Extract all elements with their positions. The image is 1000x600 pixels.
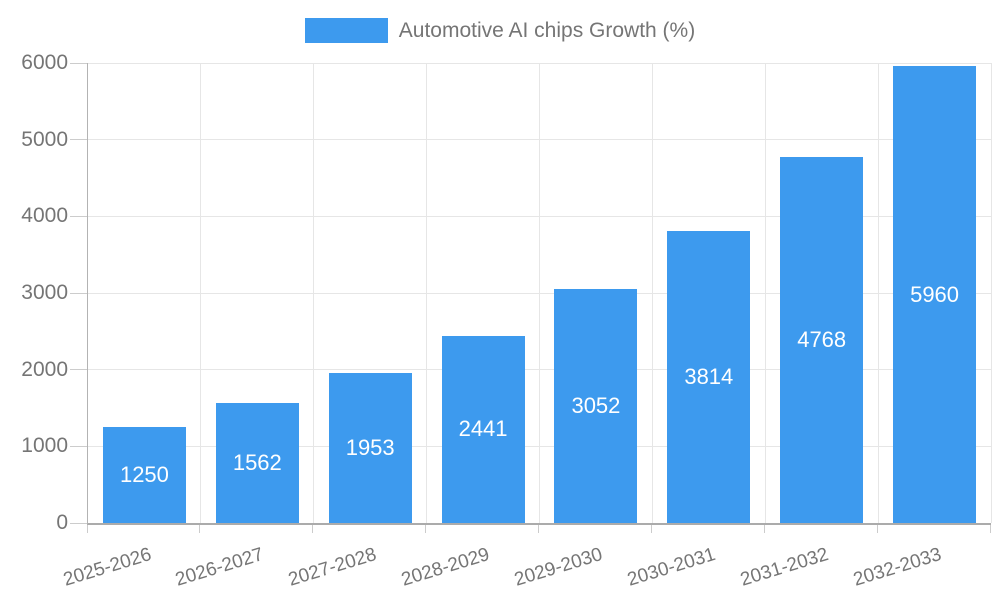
y-axis-label: 1000 — [21, 434, 68, 458]
bar-value-label: 4768 — [797, 327, 847, 353]
y-axis-label: 6000 — [21, 51, 68, 74]
bar-value-label: 2441 — [458, 416, 508, 442]
bar: 4768 — [780, 157, 864, 523]
x-axis-tick — [199, 525, 201, 533]
x-axis-label: 2032-2033 — [850, 544, 944, 591]
x-axis-tick — [989, 525, 991, 533]
x-axis-tick — [86, 525, 88, 533]
x-axis-label: 2030-2031 — [624, 544, 718, 591]
bar-value-label: 5960 — [910, 281, 960, 307]
y-axis-label: 2000 — [21, 357, 68, 381]
y-axis-tick — [70, 62, 87, 64]
bar: 1953 — [328, 373, 412, 523]
x-axis-label: 2029-2030 — [512, 544, 606, 591]
gridline-vertical — [764, 63, 766, 523]
y-axis-tick — [70, 369, 87, 371]
gridline-vertical — [426, 63, 428, 523]
plot-area: 1250 1562 1953 2441 3052 3814 4768 5960 — [87, 62, 992, 525]
x-axis-tick — [312, 525, 314, 533]
y-axis-label: 3000 — [21, 281, 68, 304]
legend-swatch — [304, 18, 388, 43]
legend-label: Automotive AI chips Growth (%) — [398, 19, 696, 42]
bar: 3814 — [667, 230, 751, 523]
x-axis-label: 2031-2032 — [737, 544, 831, 591]
y-axis-tick — [70, 292, 87, 294]
y-axis-tick — [70, 445, 87, 447]
y-axis-label: 0 — [56, 511, 68, 534]
x-axis-label: 2026-2027 — [173, 544, 267, 591]
y-axis-label: 5000 — [21, 127, 68, 151]
gridline-vertical — [539, 63, 540, 523]
bar-value-label: 1562 — [232, 450, 282, 476]
y-axis-label: 4000 — [21, 204, 68, 228]
x-axis-tick — [650, 525, 652, 533]
bar-value-label: 3052 — [571, 393, 621, 418]
gridline-vertical — [200, 63, 202, 523]
y-axis-tick — [70, 139, 87, 141]
gridline-vertical — [651, 63, 653, 523]
bar-value-label: 3814 — [684, 363, 734, 389]
bar-value-label: 1953 — [345, 435, 395, 461]
x-axis-tick — [425, 525, 427, 533]
gridline-vertical — [313, 63, 315, 523]
x-axis-label: 2027-2028 — [286, 544, 380, 591]
x-axis-label: 2028-2029 — [399, 544, 493, 591]
y-axis-tick — [70, 522, 87, 524]
x-axis-tick — [876, 525, 878, 533]
x-axis-label: 2025-2026 — [60, 544, 154, 591]
legend: Automotive AI chips Growth (%) — [0, 17, 1000, 44]
bar: 1250 — [102, 427, 186, 523]
x-axis-tick — [763, 525, 765, 533]
y-axis-tick — [70, 215, 87, 217]
bar-value-label: 1250 — [119, 462, 169, 488]
x-axis-tick — [538, 525, 539, 533]
bar: 1562 — [215, 403, 299, 523]
gridline-vertical — [990, 63, 992, 523]
bar: 3052 — [554, 289, 638, 523]
bar: 5960 — [893, 66, 977, 523]
gridline-vertical — [877, 63, 879, 523]
bar: 2441 — [441, 335, 525, 523]
